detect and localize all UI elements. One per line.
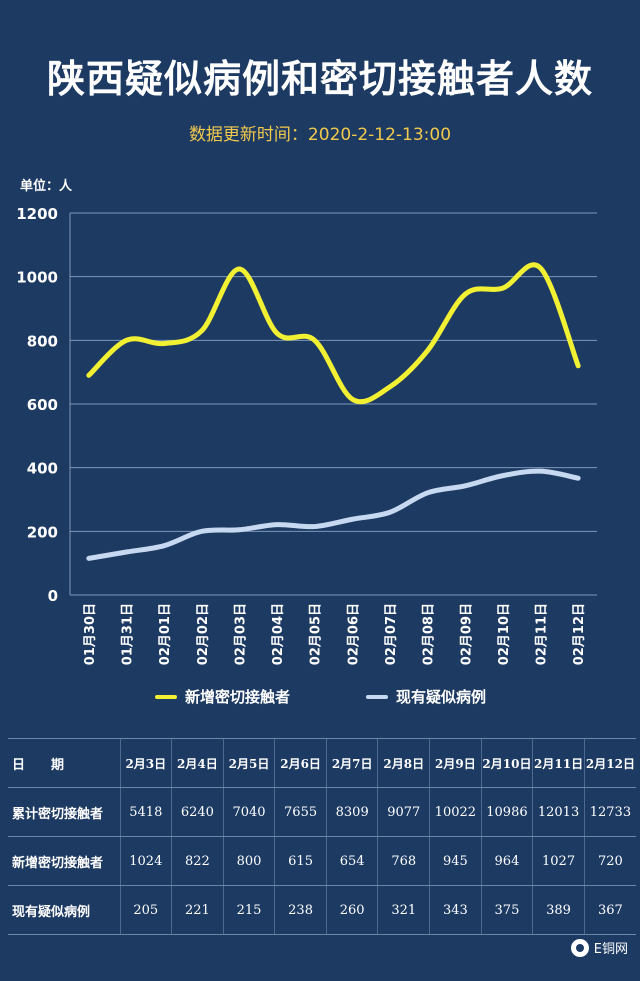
legend-swatch-contacts xyxy=(155,694,177,699)
table-header-label: 日 期 xyxy=(8,738,120,788)
y-tick-label: 200 xyxy=(27,523,58,541)
x-tick-label: 02月11日 xyxy=(535,603,550,665)
table-cell: 1024 xyxy=(119,836,172,886)
y-tick-label: 800 xyxy=(27,332,58,350)
x-tick-label: 02月08日 xyxy=(422,603,437,665)
table-cell: 238 xyxy=(274,885,327,935)
x-tick-label: 02月07日 xyxy=(384,603,399,665)
x-tick-label: 02月12日 xyxy=(572,603,587,665)
y-tick-label: 600 xyxy=(27,396,58,414)
row-label: 累计密切接触者 xyxy=(8,787,120,837)
table-date: 2月11日 xyxy=(532,738,585,788)
table-row: 累计密切接触者 5418 6240 7040 7655 8309 9077 10… xyxy=(8,787,636,837)
x-tick-label: 02月10日 xyxy=(497,603,512,665)
series-line-contacts xyxy=(86,262,581,405)
y-tick-label: 0 xyxy=(48,587,58,605)
table-cell: 260 xyxy=(325,885,378,935)
x-tick-label: 02月03日 xyxy=(233,603,248,665)
table-date: 2月10日 xyxy=(480,738,533,788)
table-cell: 215 xyxy=(222,885,275,935)
unit-label: 单位：人 xyxy=(20,179,73,194)
table-cell: 768 xyxy=(377,836,430,886)
x-tick-label: 02月02日 xyxy=(196,603,211,665)
x-tick-label: 02月06日 xyxy=(346,603,361,665)
table-cell: 654 xyxy=(325,836,378,886)
table-cell: 8309 xyxy=(325,787,378,837)
table-cell: 720 xyxy=(583,836,636,886)
table-cell: 6240 xyxy=(171,787,224,837)
table-date: 2月6日 xyxy=(274,738,327,788)
x-tick-label: 01月30日 xyxy=(83,603,98,665)
y-tick-label: 1200 xyxy=(16,205,58,223)
table-cell: 800 xyxy=(222,836,275,886)
data-table: 日 期 2月3日 2月4日 2月5日 2月6日 2月7日 2月8日 2月9日 2… xyxy=(8,738,636,935)
table-cell: 389 xyxy=(532,885,585,935)
table-date: 2月7日 xyxy=(325,738,378,788)
x-tick-label: 02月09日 xyxy=(459,603,474,665)
table-cell: 7040 xyxy=(222,787,275,837)
table-cell: 615 xyxy=(274,836,327,886)
table-cell: 1027 xyxy=(532,836,585,886)
table-header-row: 日 期 2月3日 2月4日 2月5日 2月6日 2月7日 2月8日 2月9日 2… xyxy=(8,738,636,788)
legend-item-suspected: 现有疑似病例 xyxy=(366,686,486,707)
series-line-suspected xyxy=(86,468,581,561)
watermark-text: E铜网 xyxy=(593,942,628,957)
table-date: 2月4日 xyxy=(171,738,224,788)
legend-swatch-suspected xyxy=(366,694,388,699)
table-cell: 10022 xyxy=(429,787,482,837)
table-date: 2月3日 xyxy=(119,738,172,788)
table-cell: 343 xyxy=(429,885,482,935)
table-cell: 9077 xyxy=(377,787,430,837)
table-cell: 5418 xyxy=(119,787,172,837)
y-tick-label: 1000 xyxy=(16,269,58,287)
legend-label-suspected: 现有疑似病例 xyxy=(396,688,487,706)
table-cell: 205 xyxy=(119,885,172,935)
wechat-icon xyxy=(570,938,589,957)
row-label: 现有疑似病例 xyxy=(8,885,120,935)
table-cell: 964 xyxy=(480,836,533,886)
x-tick-label: 02月01日 xyxy=(158,603,173,665)
table-cell: 221 xyxy=(171,885,224,935)
update-time: 数据更新时间：2020-2-12-13:00 xyxy=(188,125,452,145)
table-cell: 321 xyxy=(377,885,430,935)
table-cell: 375 xyxy=(480,885,533,935)
table-cell: 10986 xyxy=(480,787,533,837)
table-cell: 7655 xyxy=(274,787,327,837)
x-tick-label: 01月31日 xyxy=(120,603,135,665)
line-chart: 0 200 400 600 800 1000 1200 01月30日 01月31日 02月01日 0… xyxy=(16,205,597,665)
x-tick-label: 02月04日 xyxy=(271,603,286,665)
table-cell: 945 xyxy=(429,836,482,886)
table-date: 2月8日 xyxy=(377,738,430,788)
table-cell: 367 xyxy=(583,885,636,935)
source-watermark: E铜网 xyxy=(570,938,628,957)
legend-item-contacts: 新增密切接触者 xyxy=(155,686,290,707)
chart-legend: 新增密切接触者 现有疑似病例 xyxy=(0,686,640,710)
table-cell: 822 xyxy=(171,836,224,886)
table-date: 2月12日 xyxy=(583,738,636,788)
table-row: 现有疑似病例 205 221 215 238 260 321 343 375 3… xyxy=(8,885,636,935)
y-tick-label: 400 xyxy=(27,460,58,478)
x-tick-label: 02月05日 xyxy=(309,603,324,665)
table-cell: 12733 xyxy=(583,787,636,837)
table-date: 2月9日 xyxy=(429,738,482,788)
page-title: 陕西疑似病例和密切接触者人数 xyxy=(46,57,593,101)
table-cell: 12013 xyxy=(532,787,585,837)
row-label: 新增密切接触者 xyxy=(8,836,120,886)
table-row: 新增密切接触者 1024 822 800 615 654 768 945 964… xyxy=(8,836,636,886)
legend-label-contacts: 新增密切接触者 xyxy=(185,688,291,706)
table-date: 2月5日 xyxy=(222,738,275,788)
